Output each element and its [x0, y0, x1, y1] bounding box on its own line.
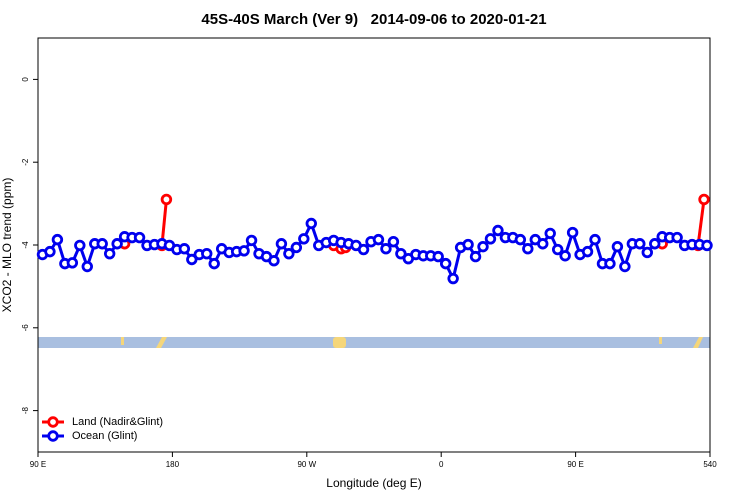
land-patch — [659, 337, 662, 344]
x-tick-label: 0 — [439, 460, 444, 469]
x-tick-label: 180 — [166, 460, 180, 469]
point — [619, 260, 631, 273]
point — [634, 238, 646, 250]
land-patch — [333, 337, 346, 348]
point — [357, 243, 370, 256]
point — [641, 246, 653, 259]
y-tick-label: 0 — [21, 77, 30, 82]
point — [447, 272, 459, 285]
point — [51, 233, 64, 246]
point — [133, 231, 146, 244]
point — [66, 257, 79, 269]
point — [44, 245, 56, 258]
y-tick-label: -8 — [21, 406, 30, 414]
point — [477, 240, 489, 253]
land-patch — [121, 337, 124, 345]
x-tick-label: 90 E — [567, 460, 583, 469]
land-patch — [156, 337, 167, 348]
point — [160, 193, 173, 206]
legend-marker — [47, 430, 59, 442]
y-axis-label: XCO2 - MLO trend (ppm) — [0, 178, 14, 313]
point — [74, 239, 86, 252]
point — [469, 250, 482, 263]
point — [462, 238, 474, 251]
point — [522, 243, 534, 255]
point — [671, 231, 683, 244]
point — [186, 253, 198, 266]
ocean-strip — [38, 337, 710, 348]
chart-title: 45S-40S March (Ver 9) 2014-09-06 to 2020… — [201, 11, 546, 28]
point — [544, 227, 556, 240]
point — [238, 245, 250, 257]
point — [268, 255, 280, 267]
point — [178, 243, 191, 255]
series-line — [696, 199, 706, 246]
point — [283, 247, 295, 260]
y-tick-label: -4 — [21, 241, 30, 249]
map-strip — [38, 337, 710, 348]
land-patch — [693, 337, 703, 348]
point — [298, 233, 310, 245]
x-tick-label: 90 E — [30, 460, 46, 469]
point — [514, 233, 527, 246]
point — [566, 226, 579, 239]
point — [201, 247, 213, 260]
point — [103, 247, 116, 260]
series-line — [41, 221, 708, 281]
point — [589, 233, 601, 246]
point — [551, 243, 564, 256]
point — [395, 247, 407, 260]
point — [484, 233, 497, 245]
legend: Land (Nadir&Glint) Ocean (Glint) — [42, 416, 163, 442]
point — [698, 193, 710, 206]
point — [96, 238, 108, 250]
point — [537, 238, 549, 250]
point — [492, 224, 504, 237]
point — [111, 238, 123, 250]
point — [305, 217, 317, 230]
point — [432, 250, 444, 263]
point — [701, 239, 713, 252]
point — [611, 240, 624, 253]
y-tick-label: -6 — [21, 324, 30, 332]
point — [380, 243, 392, 255]
point — [372, 233, 385, 246]
point — [81, 260, 93, 273]
series — [36, 217, 713, 285]
point — [604, 257, 616, 270]
point — [559, 250, 571, 262]
point — [245, 234, 258, 247]
point — [208, 257, 220, 270]
legend-label: Land (Nadir&Glint) — [72, 416, 163, 428]
point — [387, 235, 400, 248]
legend-label: Ocean (Glint) — [72, 430, 137, 442]
x-tick-label: 540 — [703, 460, 717, 469]
point — [581, 245, 594, 258]
point — [275, 238, 288, 250]
point — [439, 257, 452, 270]
legend-marker — [47, 416, 59, 428]
point — [649, 238, 661, 250]
x-axis-label: Longitude (deg E) — [326, 476, 421, 490]
y-tick-label: -2 — [21, 158, 30, 166]
point — [290, 241, 303, 254]
x-tick-label: 90 W — [297, 460, 316, 469]
series-line — [160, 199, 168, 246]
